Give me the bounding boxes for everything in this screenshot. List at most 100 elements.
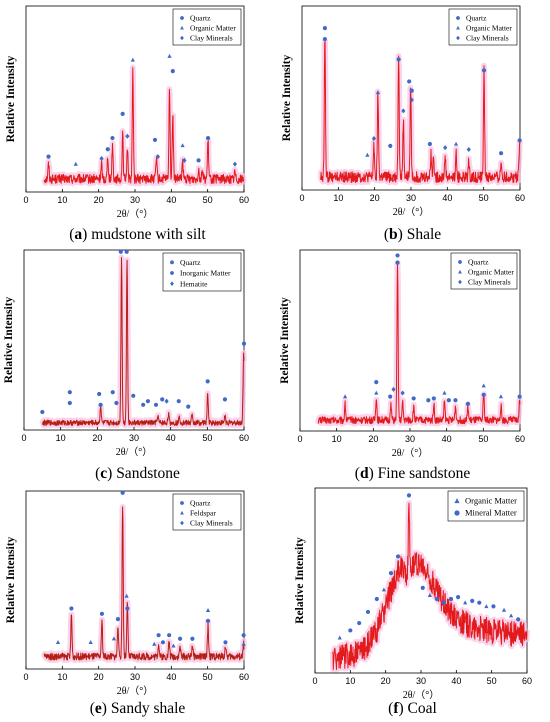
legend-marker bbox=[454, 510, 460, 516]
peak-marker-quartz bbox=[396, 57, 401, 62]
y-axis-label: Relative Intensity bbox=[5, 55, 17, 142]
trace-halo bbox=[317, 38, 523, 186]
legend-marker bbox=[170, 260, 174, 265]
legend-label: Inorganic Matter bbox=[180, 269, 231, 278]
legend-label: Quartz bbox=[190, 14, 211, 23]
y-axis-label: Relative Intensity bbox=[5, 536, 17, 623]
x-axis-label: 2θ/（°） bbox=[403, 689, 440, 701]
peak-marker-mineral-matter bbox=[388, 571, 394, 576]
peak-marker-organic-matter bbox=[337, 635, 342, 640]
x-tick-label: 40 bbox=[166, 195, 176, 205]
peak-marker-organic-matter bbox=[73, 161, 78, 166]
peak-marker-mineral-matter bbox=[357, 620, 362, 626]
peak-marker-mineral-matter bbox=[395, 554, 401, 559]
legend-marker bbox=[458, 260, 462, 264]
peak-marker-feldspar bbox=[111, 636, 117, 641]
peak-marker-quartz bbox=[120, 111, 125, 116]
chart-a: 0 10 20 30 40 50 60 2θ/（°） Relative Intensity Qua… bbox=[5, 5, 249, 220]
caption-d-text: Fine sandstone bbox=[373, 465, 471, 482]
legend-marker bbox=[180, 16, 184, 20]
legend-label: Organic Matter bbox=[465, 496, 517, 506]
x-axis-label: 2θ/（°） bbox=[117, 685, 154, 697]
y-axis-label: Relative Intensity bbox=[279, 297, 291, 384]
caption-c: (c) Sandstone bbox=[95, 465, 180, 482]
caption-c-text: Sandstone bbox=[112, 465, 180, 482]
legend-label: Mineral Matter bbox=[465, 508, 517, 518]
peak-marker-quartz bbox=[110, 135, 115, 141]
xrd-trace-shadow bbox=[42, 257, 245, 427]
peak-marker-feldspar bbox=[205, 607, 211, 612]
x-tick-label: 0 bbox=[23, 672, 28, 682]
peak-marker-organic-matter bbox=[167, 53, 172, 58]
peak-marker-quartz bbox=[118, 249, 123, 254]
peak-marker-feldspar bbox=[124, 593, 129, 598]
xrd-trace-shadow bbox=[43, 506, 245, 662]
legend-label: Clay Minerals bbox=[190, 519, 233, 528]
legend-label: Hematite bbox=[180, 279, 208, 288]
legend-marker bbox=[454, 498, 460, 504]
peak-marker-quartz bbox=[374, 380, 379, 385]
caption-f: (f) Coal bbox=[388, 700, 437, 717]
peak-marker-organic-matter bbox=[453, 141, 459, 146]
peak-marker-feldspar bbox=[88, 639, 93, 644]
panel-e: 0 10 20 30 40 50 60 2θ/（°） Relative Intensity Qua… bbox=[0, 485, 275, 722]
peak-marker-quartz bbox=[176, 399, 181, 404]
peak-marker-quartz bbox=[120, 490, 125, 495]
trace-halo bbox=[41, 64, 247, 187]
peak-marker-quartz bbox=[115, 617, 121, 622]
peak-marker-quartz bbox=[105, 147, 110, 152]
legend-marker bbox=[458, 269, 462, 274]
caption-b-letter: b bbox=[389, 226, 398, 243]
peak-marker-quartz bbox=[196, 158, 201, 163]
x-tick-label: 30 bbox=[416, 676, 426, 686]
peak-marker-quartz bbox=[499, 151, 504, 156]
legend-box bbox=[447, 490, 525, 522]
peak-marker-quartz bbox=[388, 143, 393, 148]
peak-marker-clay-minerals bbox=[443, 145, 448, 151]
legend-label: Organic Matter bbox=[468, 268, 514, 277]
panel-c: 0 10 20 30 40 50 60 2θ/（°） Relative Intensity Qua… bbox=[0, 245, 275, 485]
x-tick-label: 60 bbox=[515, 434, 525, 444]
peak-marker-quartz bbox=[186, 404, 191, 409]
peak-marker-organic-matter bbox=[498, 394, 504, 399]
x-tick-label: 0 bbox=[23, 195, 28, 205]
peak-marker-quartz bbox=[388, 394, 393, 399]
peak-marker-organic-matter bbox=[509, 613, 514, 618]
x-tick-label: 60 bbox=[239, 195, 249, 205]
x-tick-label: 60 bbox=[515, 193, 525, 203]
caption-d-letter: d bbox=[359, 465, 369, 482]
peak-marker-quartz bbox=[395, 260, 400, 265]
peak-marker-quartz bbox=[46, 154, 51, 159]
peak-marker-quartz bbox=[125, 606, 130, 611]
peak-marker-inorganic-matter bbox=[131, 393, 136, 398]
xrd-trace bbox=[43, 67, 245, 185]
peak-marker-organic-matter bbox=[375, 90, 381, 95]
legend-marker bbox=[456, 16, 460, 20]
legend-marker bbox=[180, 35, 184, 41]
peak-marker-quartz bbox=[190, 636, 195, 641]
peak-marker-quartz bbox=[481, 68, 487, 73]
peak-marker-organic-matter bbox=[374, 390, 379, 395]
chart-e: 0 10 20 30 40 50 60 2θ/（°） Relative Intensity Qua… bbox=[5, 490, 249, 697]
peak-marker-clay-minerals bbox=[371, 135, 377, 141]
x-tick-label: 50 bbox=[487, 676, 497, 686]
peak-marker-clay-minerals bbox=[125, 133, 130, 139]
x-tick-label: 30 bbox=[129, 433, 139, 443]
peak-marker-feldspar bbox=[152, 641, 157, 646]
legend-marker bbox=[170, 271, 174, 275]
chart-b: 0 10 20 30 40 50 60 2θ/（°） Relative Intensity Qua… bbox=[281, 5, 525, 218]
peak-marker-quartz bbox=[222, 397, 228, 402]
peak-marker-organic-matter bbox=[501, 607, 507, 612]
x-tick-label: 20 bbox=[92, 433, 102, 443]
caption-f-letter: f bbox=[393, 700, 399, 717]
panel-f: 0 10 20 30 40 50 60 2θ/（°） Relative Intensity Org… bbox=[275, 485, 550, 722]
legend-label: Clay Minerals bbox=[468, 278, 511, 287]
peak-marker-quartz bbox=[446, 398, 451, 403]
x-tick-label: 40 bbox=[166, 433, 176, 443]
x-tick-label: 40 bbox=[442, 193, 452, 203]
peak-marker-quartz bbox=[205, 135, 211, 141]
peak-marker-mineral-matter bbox=[470, 598, 475, 603]
peak-marker-mineral-matter bbox=[365, 609, 371, 615]
y-axis-label: Relative Intensity bbox=[294, 537, 306, 624]
